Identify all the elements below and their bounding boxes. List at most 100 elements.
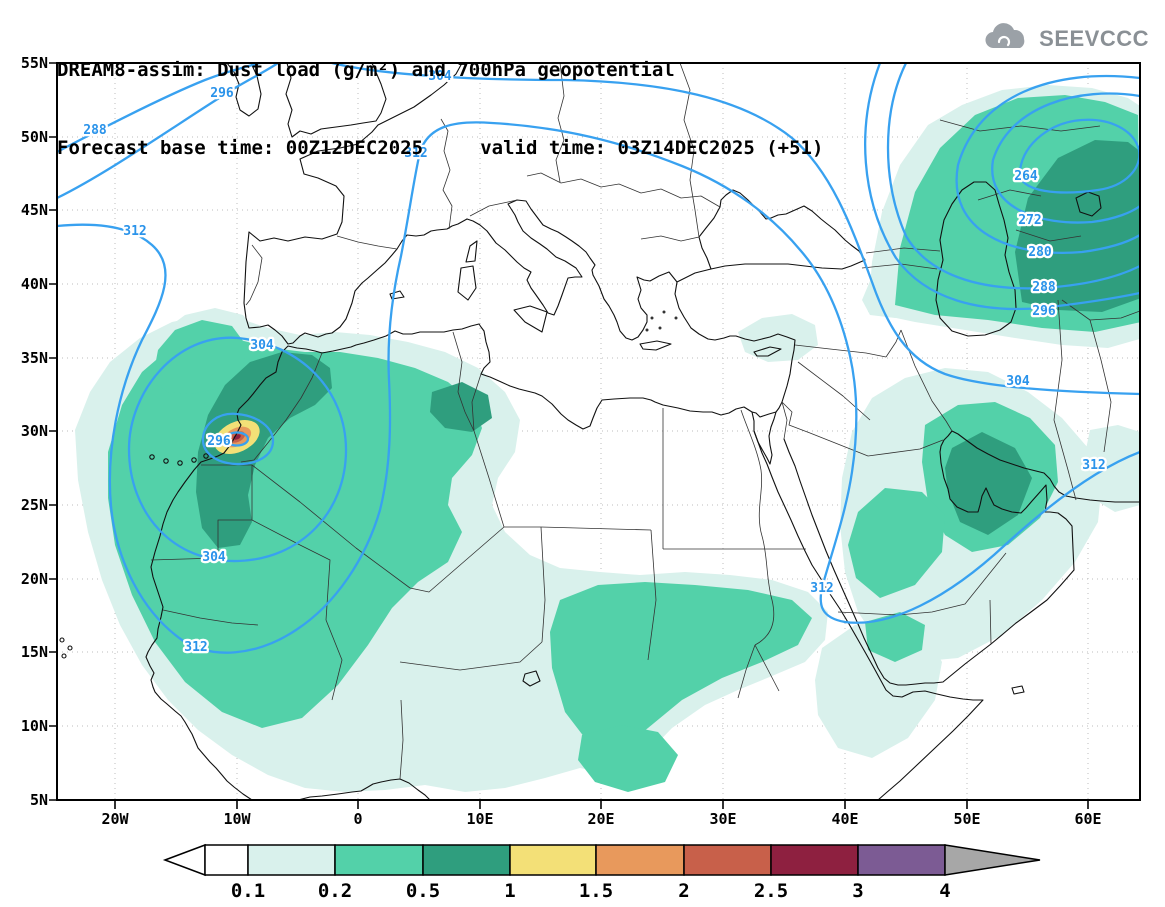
colorbar-segment-1.5 bbox=[595, 844, 685, 876]
island-corsica bbox=[465, 240, 478, 263]
island-sicily bbox=[513, 305, 548, 333]
dust-level2-yemen bbox=[865, 612, 925, 662]
lon-label: 20E bbox=[587, 810, 614, 828]
lat-label: 35N bbox=[21, 349, 48, 367]
country-borders bbox=[150, 63, 1140, 780]
nile-river bbox=[737, 409, 780, 699]
coast-france-northsea bbox=[248, 63, 463, 242]
colorbar-segment-2.5 bbox=[770, 844, 859, 876]
lat-axis-ticks bbox=[49, 62, 57, 801]
lon-label: 50E bbox=[953, 810, 980, 828]
coast-britain bbox=[285, 63, 387, 138]
border-spain-france bbox=[336, 235, 398, 250]
lat-label: 45N bbox=[21, 201, 48, 219]
lat-label: 5N bbox=[30, 791, 48, 809]
contour-label: 312 bbox=[123, 224, 146, 239]
logo-text: SEEVCCC bbox=[1039, 26, 1149, 51]
colorbar-segment-3 bbox=[857, 844, 946, 876]
colorbar-label: 0.2 bbox=[318, 880, 352, 902]
border-central-asia bbox=[939, 119, 1101, 242]
contour-label: 312 bbox=[1082, 458, 1105, 473]
colorbar-label: 1.5 bbox=[579, 880, 613, 902]
coastlines bbox=[59, 63, 1140, 800]
contour-296-morocco-low bbox=[201, 412, 275, 466]
dust-level2-nigeria bbox=[578, 725, 678, 792]
colorbar-label: 0.1 bbox=[231, 880, 265, 902]
contour-label: 296 bbox=[210, 86, 234, 101]
dust-level3-central-asia bbox=[1015, 140, 1140, 312]
dust-maximum-hotspot bbox=[214, 420, 260, 454]
contour-288-northwest bbox=[57, 63, 262, 154]
contour-label: 296 bbox=[207, 434, 231, 449]
contour-label: 304 bbox=[250, 338, 274, 353]
dust-shading bbox=[75, 85, 1140, 792]
contour-272-asia-low bbox=[991, 92, 1140, 224]
colorbar-label: 3 bbox=[852, 880, 863, 902]
lat-label: 50N bbox=[21, 128, 48, 146]
contour-288-asia-low bbox=[886, 63, 1140, 290]
lon-label: 10E bbox=[466, 810, 493, 828]
island-cyprus bbox=[753, 346, 782, 357]
coast-turkey-levant-north-africa bbox=[145, 281, 796, 800]
border-sahel bbox=[325, 619, 543, 780]
contour-labels: 288 296 304 312 312 304 296 304 312 264 … bbox=[81, 67, 1108, 658]
border-central-europe bbox=[555, 63, 565, 183]
colorbar-segment-1 bbox=[509, 844, 597, 876]
lake-chad bbox=[522, 670, 541, 687]
dust-level3-morocco bbox=[196, 352, 332, 548]
colorbar-segment-0.5 bbox=[422, 844, 511, 876]
contour-label: 304 bbox=[1006, 374, 1030, 389]
dust-level2-saudi bbox=[848, 488, 945, 598]
coast-ireland bbox=[226, 63, 262, 117]
colorbar-label: 2 bbox=[678, 880, 689, 902]
contour-304-main bbox=[330, 63, 1140, 396]
contour-304-morocco-low bbox=[127, 336, 348, 563]
dust-level3-gulf bbox=[945, 432, 1032, 535]
border-jordan-israel bbox=[781, 401, 788, 440]
contour-280-asia-low bbox=[955, 74, 1140, 254]
contour-label: 304 bbox=[428, 69, 452, 84]
colorbar: 0.1 0.2 0.5 1 1.5 2 2.5 3 4 bbox=[162, 843, 1041, 902]
title-block: DREAM8-assim: Dust load (g/m²) and 700hP… bbox=[57, 5, 823, 187]
colorbar-left-arrow bbox=[162, 843, 206, 877]
dust-level1-iran-south bbox=[1082, 425, 1140, 512]
colorbar-label: 4 bbox=[939, 880, 950, 902]
lat-label: 10N bbox=[21, 717, 48, 735]
border-morocco-algeria bbox=[240, 352, 323, 463]
colorbar-segment-0.1 bbox=[247, 844, 336, 876]
lon-label: 20W bbox=[101, 810, 129, 828]
dust-level1-levant bbox=[738, 314, 818, 362]
contour-label: 264 bbox=[1014, 169, 1038, 184]
coast-red-sea-africa-horn bbox=[753, 430, 984, 800]
seevccc-logo: SEEVCCC bbox=[981, 22, 1149, 56]
lat-label: 40N bbox=[21, 275, 48, 293]
border-portugal-spain bbox=[245, 244, 263, 306]
contour-label: 312 bbox=[184, 640, 207, 655]
lat-label: 20N bbox=[21, 570, 48, 588]
contour-296-northwest bbox=[57, 63, 280, 200]
dust-level3-algeria bbox=[430, 382, 492, 432]
lat-axis-labels: 55N 50N 45N 40N 35N 30N 25N 20N 15N 10N … bbox=[21, 54, 48, 809]
contour-label: 288 bbox=[1032, 280, 1056, 295]
contour-label: 288 bbox=[83, 123, 107, 138]
contour-label: 312 bbox=[810, 581, 833, 596]
chart-title: DREAM8-assim: Dust load (g/m²) and 700hP… bbox=[57, 59, 675, 81]
lon-label: 40E bbox=[831, 810, 858, 828]
lat-label: 25N bbox=[21, 496, 48, 514]
lon-axis-ticks bbox=[114, 800, 1089, 809]
colorbar-segment-2 bbox=[683, 844, 772, 876]
coast-italy-balkans-greece bbox=[466, 199, 712, 341]
lat-label: 15N bbox=[21, 643, 48, 661]
contour-label: 280 bbox=[1028, 245, 1052, 260]
border-tunisia-algeria-libya bbox=[452, 331, 505, 528]
geopotential-contours bbox=[57, 63, 1140, 654]
lat-label: 30N bbox=[21, 422, 48, 440]
lon-label: 30E bbox=[709, 810, 736, 828]
coast-arabia-gulf-iran bbox=[783, 430, 1140, 686]
border-algeria-mali bbox=[251, 464, 411, 589]
colorbar-label: 2.5 bbox=[754, 880, 788, 902]
chart-subtitle: Forecast base time: 00Z12DEC2025 valid t… bbox=[57, 137, 824, 159]
border-italy-north bbox=[469, 199, 518, 217]
lon-label: 10W bbox=[223, 810, 251, 828]
